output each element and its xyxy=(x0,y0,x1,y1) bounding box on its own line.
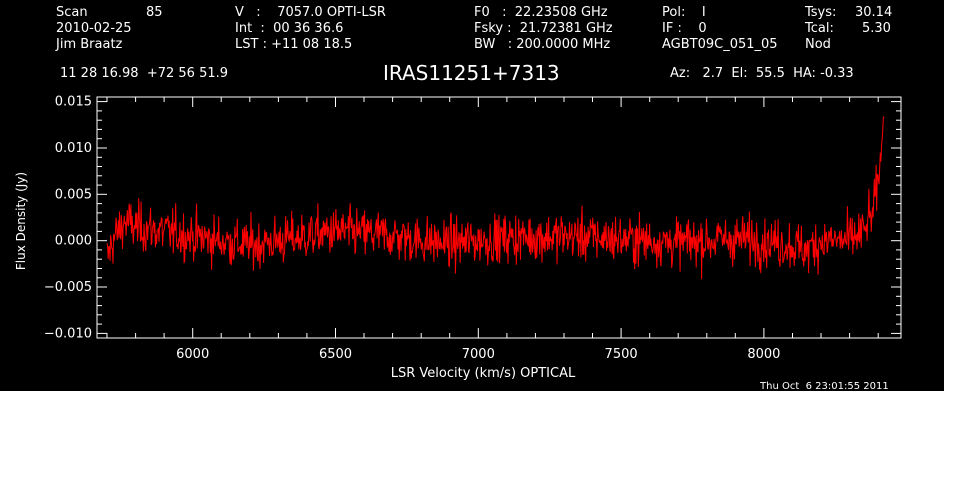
if-number: IF : 0 xyxy=(662,21,707,36)
axis-ticks: 6000 6500 7000 7500 8000 −0.010 −0.005 0.000 0.0… xyxy=(44,95,901,362)
y-tick-label: −0.005 xyxy=(44,280,92,295)
y-tick-label: 0.015 xyxy=(55,95,92,110)
y-tick-label: 0.010 xyxy=(55,141,92,156)
series-layer xyxy=(106,116,885,280)
pointing-info: Az: 2.7 El: 55.5 HA: -0.33 xyxy=(670,66,854,81)
spectrum-chart: 6000 6500 7000 7500 8000 −0.010 −0.005 0.000 0.0… xyxy=(14,95,902,381)
tcal-label: Tcal: xyxy=(805,21,834,36)
rest-frequency: F0 : 22.23508 GHz xyxy=(474,5,608,20)
observing-mode: Nod xyxy=(805,37,831,52)
x-tick-label: 7000 xyxy=(462,347,495,362)
tcal-value: 5.30 xyxy=(862,21,891,36)
y-axis-label: Flux Density (Jy) xyxy=(14,172,28,270)
x-tick-label: 6500 xyxy=(319,347,352,362)
source-coordinates: 11 28 16.98 +72 56 51.9 xyxy=(60,66,229,81)
plot-frame xyxy=(96,96,902,339)
spectrum-line xyxy=(106,116,885,280)
scan-label: Scan xyxy=(56,5,88,20)
plot-timestamp: Thu Oct 6 23:01:55 2011 xyxy=(760,381,889,392)
integration-time: Int : 00 36 36.6 xyxy=(235,21,344,36)
scan-number: 85 xyxy=(146,5,163,20)
y-tick-label: 0.005 xyxy=(55,187,92,202)
x-tick-label: 6000 xyxy=(176,347,209,362)
velocity-info: V : 7057.0 OPTI-LSR xyxy=(235,5,386,20)
polarization: Pol: I xyxy=(662,5,706,20)
x-axis-label: LSR Velocity (km/s) OPTICAL xyxy=(391,366,576,381)
bandwidth: BW : 200.0000 MHz xyxy=(474,37,611,52)
y-tick-label: 0.000 xyxy=(55,234,92,249)
spectrum-panel: Scan 85 2010-02-25 Jim Braatz V : 7057.0… xyxy=(0,0,944,392)
tsys-label: Tsys: xyxy=(805,5,837,20)
observation-date: 2010-02-25 xyxy=(56,21,132,36)
source-name: IRAS11251+7313 xyxy=(383,61,560,85)
tsys-value: 30.14 xyxy=(855,5,893,20)
x-tick-label: 7500 xyxy=(605,347,638,362)
sky-frequency: Fsky : 21.72381 GHz xyxy=(474,21,613,36)
y-tick-label: −0.010 xyxy=(44,326,92,341)
lst-time: LST : +11 08 18.5 xyxy=(235,37,353,52)
project-id: AGBT09C_051_05 xyxy=(662,37,778,52)
x-tick-label: 8000 xyxy=(747,347,780,362)
observer-name: Jim Braatz xyxy=(56,37,123,52)
